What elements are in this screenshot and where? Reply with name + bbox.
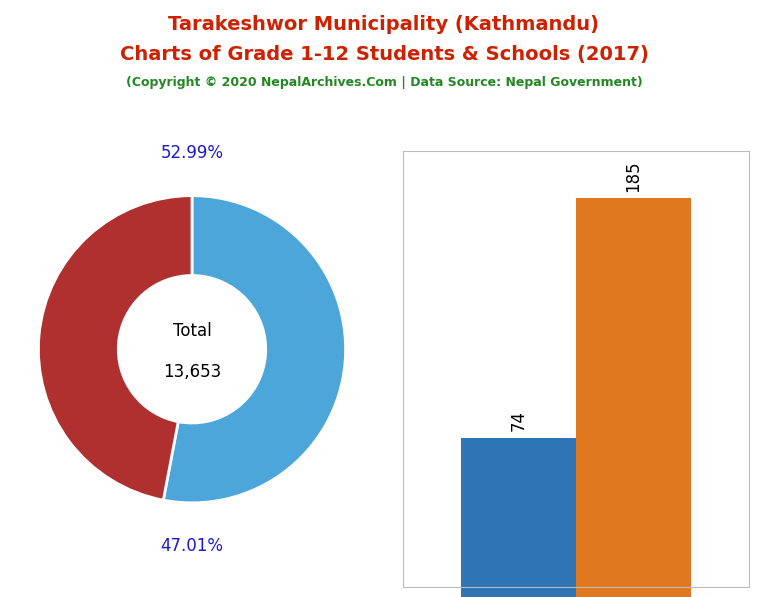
Text: 185: 185 <box>624 161 643 192</box>
Text: 74: 74 <box>509 410 528 431</box>
Text: 52.99%: 52.99% <box>161 144 223 162</box>
Bar <box>461 438 576 597</box>
Text: 47.01%: 47.01% <box>161 537 223 555</box>
Text: Tarakeshwor Municipality (Kathmandu): Tarakeshwor Municipality (Kathmandu) <box>168 15 600 34</box>
Text: Total: Total <box>173 322 211 340</box>
Text: Charts of Grade 1-12 Students & Schools (2017): Charts of Grade 1-12 Students & Schools … <box>120 45 648 64</box>
Wedge shape <box>164 196 346 503</box>
Bar <box>576 198 691 597</box>
Text: 13,653: 13,653 <box>163 364 221 381</box>
Wedge shape <box>38 196 192 500</box>
Text: (Copyright © 2020 NepalArchives.Com | Data Source: Nepal Government): (Copyright © 2020 NepalArchives.Com | Da… <box>126 76 642 90</box>
